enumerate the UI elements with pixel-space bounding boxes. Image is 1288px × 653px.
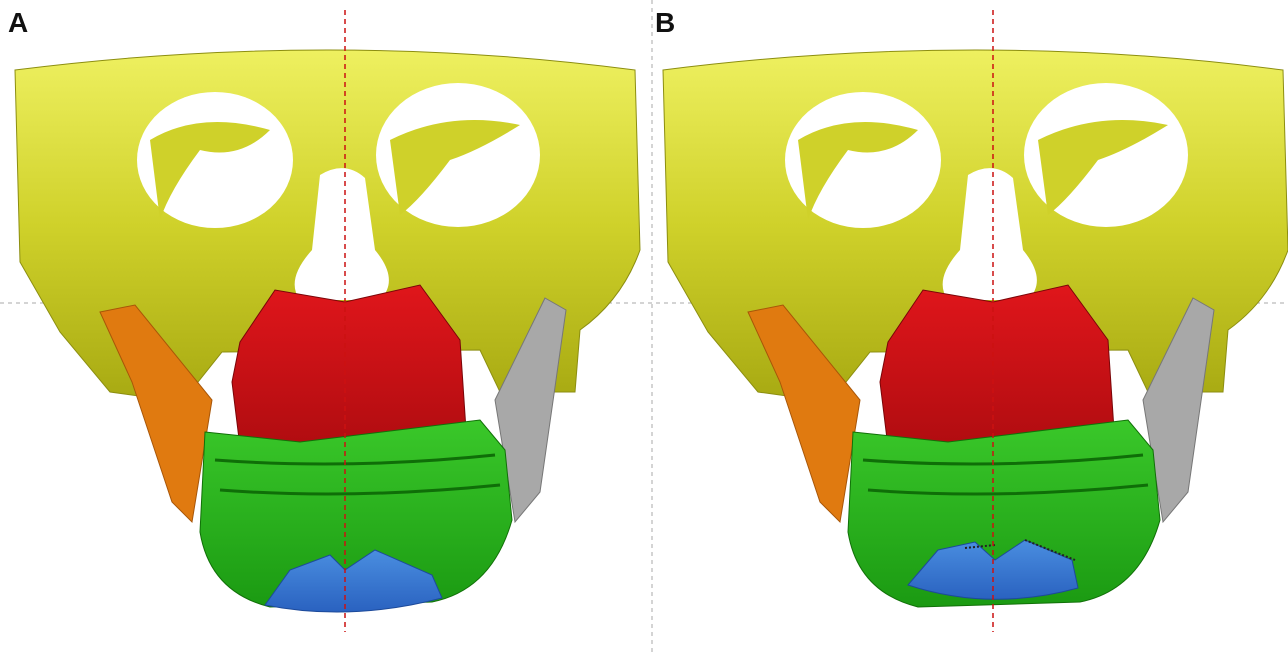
skull-a	[15, 50, 640, 607]
panel-label: A	[8, 7, 28, 38]
panel-b: B	[655, 7, 1288, 632]
panel-label: B	[655, 7, 675, 38]
figure: A B	[0, 0, 1288, 653]
skull-b	[663, 50, 1288, 607]
page: A B (() => { const data = JSON.parse(doc…	[0, 0, 1288, 653]
panel-a: A	[8, 7, 640, 632]
